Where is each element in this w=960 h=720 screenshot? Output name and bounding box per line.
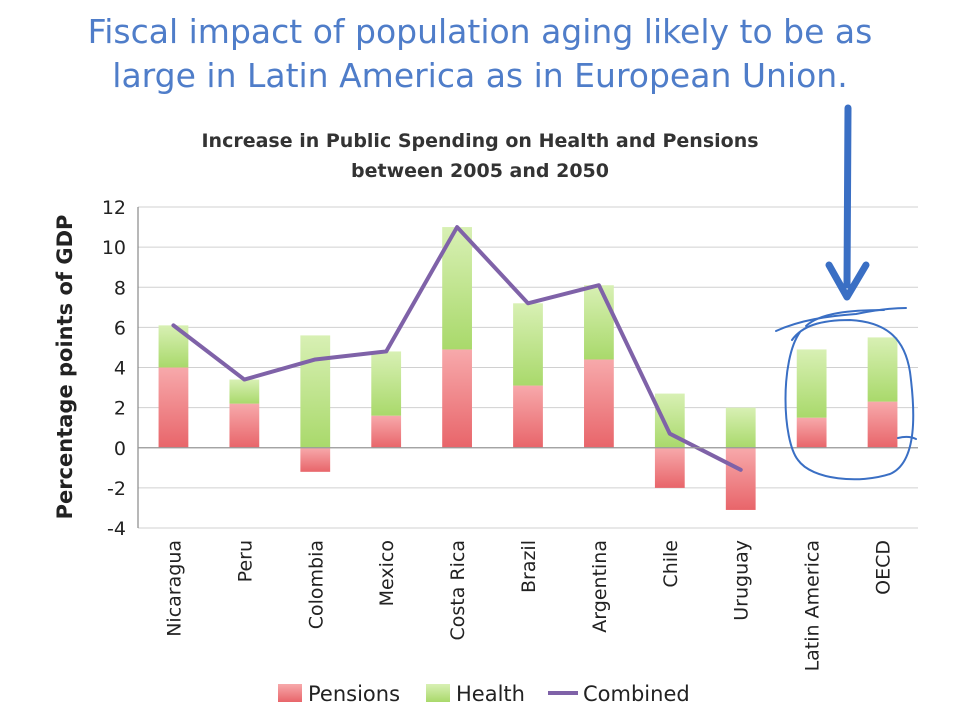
- health-bar: [371, 351, 402, 416]
- x-tick-label: Latin America: [802, 540, 824, 671]
- combined-line: [171, 225, 743, 472]
- slide-title-line-1: Fiscal impact of population aging likely…: [87, 12, 873, 51]
- x-tick-label: Uruguay: [731, 540, 753, 621]
- legend-label: Health: [456, 682, 525, 706]
- health-bar: [513, 303, 543, 386]
- x-tick-label: Peru: [234, 540, 256, 582]
- hand-drawn-stroke: [897, 435, 917, 440]
- x-tick-label: OECD: [873, 540, 895, 595]
- y-tick-label: 2: [114, 398, 126, 420]
- x-tick-label: Chile: [660, 540, 682, 588]
- legend-label: Combined: [583, 682, 690, 706]
- annotation: [775, 104, 917, 481]
- y-tick-label: 10: [102, 237, 126, 259]
- health-bar: [725, 407, 756, 448]
- y-tick-label: 12: [102, 197, 126, 219]
- hand-drawn-stroke: [805, 309, 885, 327]
- slide-title-line-2: large in Latin America as in European Un…: [112, 56, 848, 95]
- y-tick-label: -2: [107, 478, 126, 500]
- pensions-bar: [158, 367, 189, 448]
- legend-swatch: [278, 684, 302, 702]
- pensions-bar: [584, 359, 614, 448]
- health-bar: [229, 379, 260, 404]
- down-arrow-shaft: [843, 104, 852, 289]
- y-tick-label: 6: [114, 317, 126, 339]
- pensions-bar: [867, 401, 898, 448]
- chart-title-line-2: between 2005 and 2050: [351, 160, 609, 182]
- x-tick-label: Costa Rica: [447, 540, 469, 641]
- pensions-bar: [513, 385, 543, 448]
- hand-drawn-stroke: [775, 307, 907, 332]
- down-arrow-head: [825, 261, 870, 301]
- chart-title-line-1: Increase in Public Spending on Health an…: [201, 130, 758, 152]
- pensions-bar: [229, 403, 260, 448]
- x-tick-label: Nicaragua: [163, 540, 185, 637]
- x-tick-label: Colombia: [305, 540, 327, 629]
- axes: 12 10 8 6 4 2 0 -2 -4 Nicaragua Peru Colombia Mexico…: [102, 197, 918, 671]
- pensions-bar: [371, 415, 402, 448]
- y-axis-label: Percentage points of GDP: [53, 215, 77, 520]
- pensions-bar: [654, 447, 685, 488]
- hand-drawn-circle: [784, 318, 915, 481]
- pensions-bar: [442, 349, 472, 448]
- y-tick-label: -4: [107, 518, 126, 540]
- bars: [158, 227, 898, 510]
- y-tick-label: 8: [114, 277, 126, 299]
- legend: Pensions Health Combined: [278, 682, 690, 706]
- health-bar: [584, 285, 614, 360]
- pensions-bar: [300, 447, 331, 472]
- health-bar: [796, 349, 827, 418]
- x-tick-label: Mexico: [376, 540, 398, 606]
- slide-title: Fiscal impact of population aging likely…: [0, 10, 960, 98]
- health-bar: [867, 337, 898, 402]
- pensions-bar: [796, 417, 827, 448]
- y-tick-label: 4: [114, 358, 126, 380]
- legend-swatch: [426, 684, 450, 702]
- x-tick-label: Argentina: [589, 540, 611, 633]
- x-tick-label: Brazil: [518, 540, 540, 593]
- y-tick-label: 0: [114, 438, 126, 460]
- pensions-bar: [725, 447, 756, 510]
- legend-label: Pensions: [308, 682, 400, 706]
- health-bar: [300, 335, 331, 448]
